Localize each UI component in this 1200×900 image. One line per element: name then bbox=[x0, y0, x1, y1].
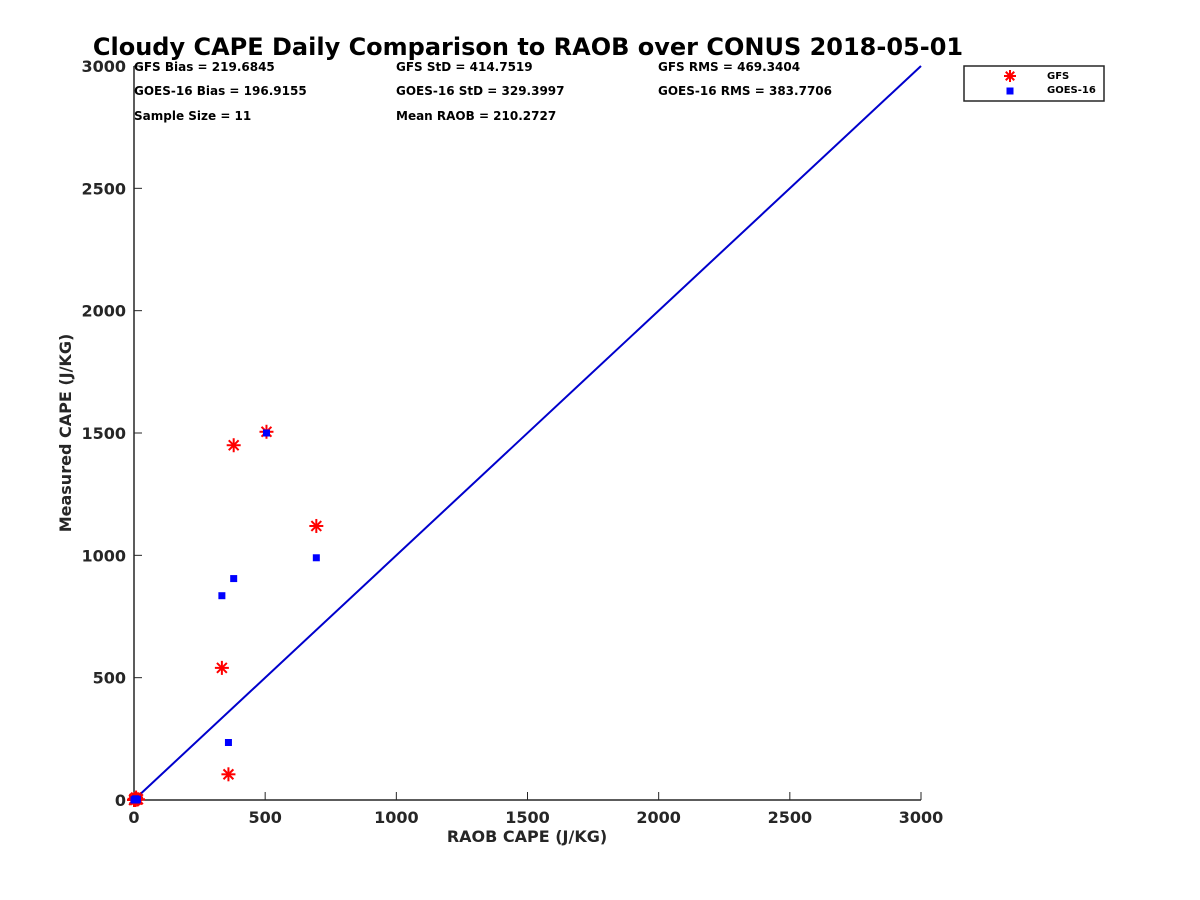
x-tick-label: 1000 bbox=[374, 808, 419, 827]
gfs-point bbox=[221, 767, 236, 782]
plot-area: 0 500 1000 1500 2000 2500 3000 0 500 1000 1500 2000… bbox=[81, 57, 943, 827]
x-tick-label: 2000 bbox=[636, 808, 681, 827]
x-tick-label: 500 bbox=[248, 808, 281, 827]
goes16-point bbox=[230, 575, 238, 583]
y-tick-label: 2000 bbox=[81, 302, 126, 321]
y-tick-label: 500 bbox=[93, 669, 126, 688]
y-tick-label: 0 bbox=[115, 791, 126, 810]
stat-text: Mean RAOB = 210.2727 bbox=[396, 109, 556, 123]
y-axis-label: Measured CAPE (J/KG) bbox=[56, 334, 75, 533]
legend-gfs-label: GFS bbox=[1047, 71, 1069, 82]
gfs-point bbox=[214, 660, 229, 675]
chart-title: Cloudy CAPE Daily Comparison to RAOB ove… bbox=[93, 33, 963, 61]
gfs-point bbox=[226, 438, 241, 453]
goes16-point bbox=[224, 739, 232, 747]
x-tick-label: 2500 bbox=[768, 808, 813, 827]
stat-text: GFS StD = 414.7519 bbox=[396, 60, 533, 74]
stat-text: GFS RMS = 469.3404 bbox=[658, 60, 800, 74]
y-tick-label: 1500 bbox=[81, 424, 126, 443]
legend-gfs-marker bbox=[1004, 70, 1016, 82]
y-tick-label: 3000 bbox=[81, 57, 126, 76]
x-tick-label: 0 bbox=[128, 808, 139, 827]
x-tick-label: 3000 bbox=[899, 808, 944, 827]
stat-text: GOES-16 StD = 329.3997 bbox=[396, 84, 565, 98]
goes16-point bbox=[218, 592, 226, 600]
legend-box bbox=[963, 65, 1105, 102]
stat-text: GOES-16 Bias = 196.9155 bbox=[134, 84, 307, 98]
stats-block: GFS Bias = 219.6845 GFS StD = 414.7519 GFS… bbox=[134, 60, 832, 123]
x-tick-label: 1500 bbox=[505, 808, 550, 827]
y-tick-label: 1000 bbox=[81, 546, 126, 565]
one-to-one-line bbox=[133, 65, 922, 801]
x-axis-label: RAOB CAPE (J/KG) bbox=[447, 827, 607, 846]
stat-text: GFS Bias = 219.6845 bbox=[134, 60, 275, 74]
stat-text: GOES-16 RMS = 383.7706 bbox=[658, 84, 832, 98]
stat-text: Sample Size = 11 bbox=[134, 109, 251, 123]
goes16-point bbox=[262, 429, 270, 437]
legend-goes16-label: GOES-16 bbox=[1047, 85, 1096, 96]
gfs-point bbox=[309, 518, 324, 533]
legend: GFS GOES-16 bbox=[963, 65, 1105, 102]
goes16-point bbox=[133, 795, 141, 803]
legend-goes16-marker bbox=[1006, 87, 1014, 95]
goes16-point bbox=[312, 554, 320, 562]
y-tick-label: 2500 bbox=[81, 179, 126, 198]
